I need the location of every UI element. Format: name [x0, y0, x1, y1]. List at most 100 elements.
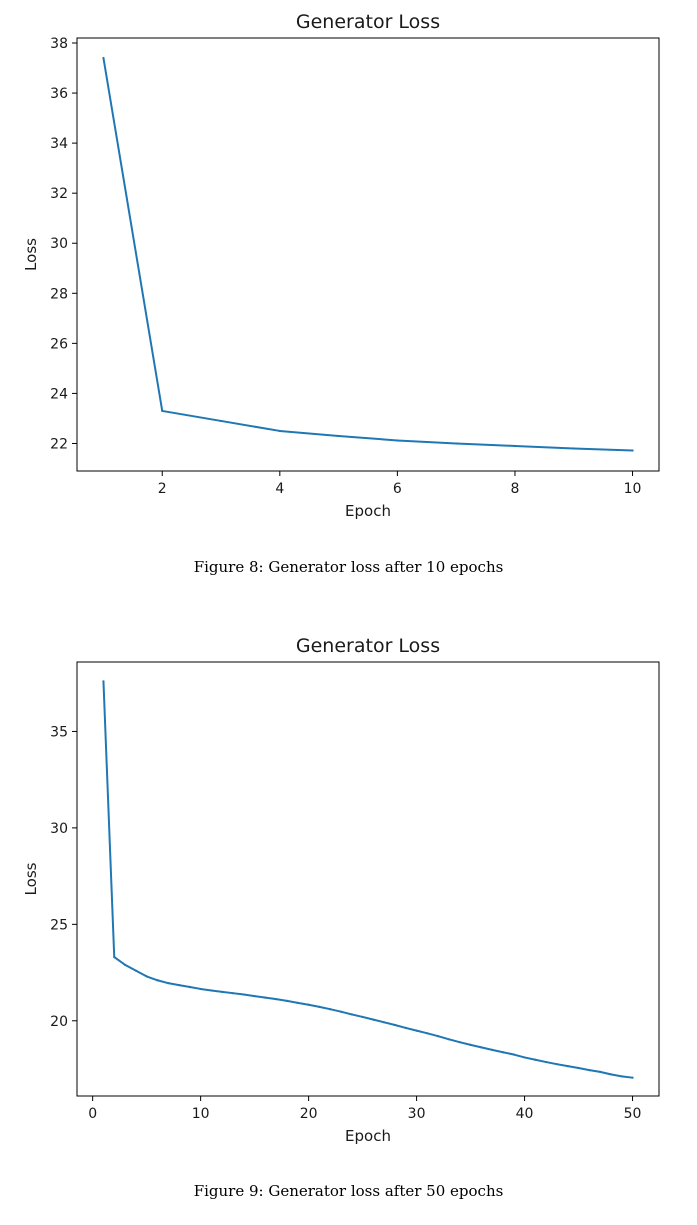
- x-tick-label: 10: [192, 1106, 210, 1122]
- y-tick-label: 30: [50, 821, 68, 837]
- chart-generator-loss-50-epochs: Generator Loss 0 10 20 30 40 50 20 25 30 35 Epoch Lo…: [22, 635, 660, 1145]
- data-point: [102, 56, 105, 60]
- x-tick-label: 8: [511, 481, 520, 497]
- y-tick-label: 35: [50, 724, 68, 740]
- x-tick-label: 50: [624, 1106, 642, 1122]
- y-tick-label: 30: [50, 236, 68, 252]
- plot-frame: [76, 661, 660, 1097]
- data-point: [134, 969, 137, 972]
- y-tick-label: 20: [50, 1014, 68, 1030]
- data-point: [145, 975, 148, 978]
- data-point: [307, 1003, 310, 1006]
- data-point: [609, 1073, 613, 1076]
- data-point: [458, 1041, 461, 1044]
- y-tick-label: 24: [50, 386, 68, 402]
- data-point: [631, 1076, 634, 1079]
- data-point: [221, 990, 224, 993]
- data-point: [177, 983, 181, 987]
- data-point: [599, 1070, 602, 1073]
- series-line: [102, 681, 633, 1079]
- data-point: [588, 1069, 591, 1072]
- data-point: [415, 1029, 418, 1032]
- data-point: [491, 1048, 494, 1051]
- data-point: [318, 1005, 321, 1008]
- data-point: [210, 989, 213, 992]
- data-point: [534, 1058, 537, 1061]
- data-point: [372, 1018, 375, 1021]
- data-point: [329, 1008, 332, 1011]
- y-tick-label: 34: [50, 136, 68, 152]
- plot-frame: [76, 37, 660, 472]
- x-axis-label: Epoch: [345, 1127, 391, 1145]
- data-point: [278, 429, 281, 433]
- data-point: [242, 993, 245, 996]
- data-point: [337, 434, 340, 438]
- data-point: [620, 1075, 623, 1078]
- y-tick-label: 32: [50, 186, 68, 202]
- y-axis-label: Loss: [22, 238, 40, 271]
- data-point: [253, 994, 256, 998]
- data-point: [199, 987, 202, 991]
- x-tick-label: 20: [300, 1106, 318, 1122]
- x-axis-label: Epoch: [345, 502, 391, 520]
- series-line: [102, 57, 633, 452]
- data-point: [296, 1001, 299, 1004]
- x-tick-label: 40: [516, 1106, 534, 1122]
- data-point: [523, 1056, 526, 1059]
- y-tick-label: 36: [50, 86, 68, 102]
- data-point: [361, 1015, 364, 1019]
- data-point: [480, 1046, 483, 1049]
- data-point: [350, 1013, 353, 1016]
- data-point: [393, 1023, 397, 1027]
- data-point: [396, 439, 399, 442]
- x-tick-label: 4: [275, 481, 284, 497]
- data-point: [447, 1038, 451, 1041]
- data-point: [631, 449, 634, 452]
- data-point: [577, 1066, 580, 1070]
- data-point: [167, 982, 170, 985]
- data-point: [161, 409, 164, 413]
- data-point: [188, 985, 191, 989]
- data-point: [383, 1021, 386, 1024]
- y-axis-label: Loss: [22, 862, 40, 895]
- x-tick-label: 2: [158, 481, 167, 497]
- data-point: [156, 979, 159, 982]
- data-point: [501, 1051, 505, 1054]
- data-point: [512, 1053, 515, 1056]
- data-point: [555, 1063, 559, 1066]
- y-tick-label: 22: [50, 436, 68, 452]
- data-point: [545, 1060, 548, 1064]
- chart-title: Generator Loss: [296, 635, 440, 657]
- data-point: [455, 442, 458, 445]
- data-point: [231, 992, 235, 995]
- x-tick-label: 0: [88, 1106, 97, 1122]
- x-tick-label: 10: [624, 481, 642, 497]
- y-tick-label: 25: [50, 917, 68, 933]
- data-point: [404, 1026, 407, 1030]
- x-tick-label: 6: [393, 481, 402, 497]
- figure-caption: Figure 9: Generator loss after 50 epochs: [193, 1182, 504, 1200]
- figure-caption: Figure 8: Generator loss after 10 epochs: [193, 558, 504, 576]
- data-point: [426, 1032, 429, 1035]
- chart-title: Generator Loss: [296, 11, 440, 33]
- y-tick-label: 26: [50, 336, 68, 352]
- data-point: [572, 447, 575, 450]
- data-point: [264, 996, 267, 999]
- data-point: [219, 419, 223, 423]
- y-tick-label: 38: [50, 36, 68, 52]
- data-point: [123, 963, 127, 966]
- data-point: [513, 444, 517, 448]
- figure-9: Generator Loss 0 10 20 30 40 50 20 25 30 35 Epoch Lo…: [0, 620, 697, 1225]
- data-point: [275, 998, 278, 1001]
- data-point: [566, 1065, 569, 1068]
- data-point: [437, 1035, 440, 1038]
- x-tick-label: 30: [408, 1106, 426, 1122]
- data-point: [102, 680, 105, 683]
- data-point: [339, 1010, 343, 1013]
- data-point: [285, 999, 289, 1003]
- figure-8: Generator Loss 2 4 6 8 10 22 24 26 28 30 32 34 36 38 Ep…: [0, 0, 697, 600]
- y-tick-label: 28: [50, 286, 68, 302]
- data-point: [469, 1043, 472, 1046]
- data-point: [113, 956, 116, 959]
